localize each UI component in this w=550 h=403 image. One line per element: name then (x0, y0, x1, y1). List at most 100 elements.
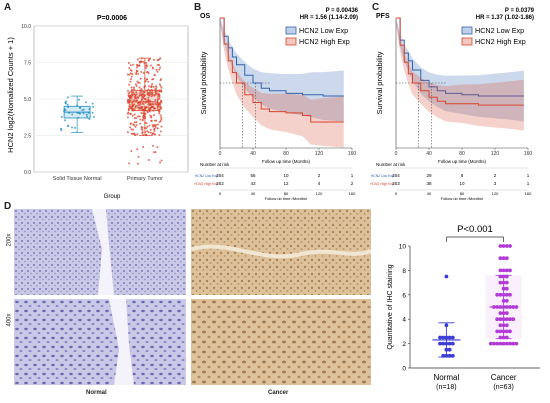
boxplot-point (143, 94, 146, 97)
boxplot-point (137, 72, 140, 75)
km-legend-label: HCN2 Low Exp (475, 26, 524, 35)
boxplot-point (132, 91, 135, 94)
scatter-point (498, 244, 503, 248)
boxplot-point (151, 144, 154, 147)
boxplot-point (146, 91, 149, 94)
scatter-point (501, 244, 506, 248)
boxplot-point (152, 124, 155, 127)
risk-table-cell: 204 (216, 173, 224, 178)
boxplot-point (152, 85, 155, 88)
risk-table-xlabel: Follow up time (Months) (441, 196, 484, 200)
boxplot-point (142, 145, 145, 148)
scatter-point (498, 323, 503, 328)
km-legend-swatch (285, 37, 297, 46)
boxplot-point (150, 95, 153, 98)
km-legend-label: HCN2 Low Exp (299, 26, 348, 35)
boxplot-point (149, 131, 152, 134)
scatter-point (508, 317, 512, 322)
scatter-ytick: 0 (402, 366, 406, 373)
boxplot-point (151, 93, 154, 96)
boxplot-point (132, 92, 135, 95)
boxplot-point (141, 126, 144, 129)
boxplot-point (159, 85, 162, 88)
boxplot-title: P=0.0006 (97, 15, 127, 22)
boxplot-point (128, 96, 131, 99)
boxplot-point (154, 133, 157, 136)
boxplot-point (126, 116, 129, 119)
risk-table-row-label: HCN2 High Exp (370, 182, 394, 186)
scatter-point (504, 244, 509, 248)
boxplot-point (153, 151, 156, 154)
km-stat-hr: HR = 1.56 (1.14-2.09) (300, 15, 358, 21)
boxplot-point (128, 83, 131, 86)
km-confidence-band (220, 18, 344, 148)
risk-table-cell: 29 (426, 173, 432, 178)
boxplot-point (146, 111, 149, 114)
scatter-point (498, 268, 503, 273)
scatter-point (495, 329, 500, 334)
boxplot-ytick: 7.5 (24, 61, 31, 67)
scatter-point (441, 335, 446, 340)
boxplot-point (136, 133, 139, 136)
risk-table-cell: 4 (318, 181, 321, 186)
boxplot-point (128, 162, 131, 165)
boxplot-point (126, 131, 129, 134)
boxplot-point (160, 86, 163, 89)
boxplot-point (142, 116, 145, 119)
boxplot-point (130, 86, 133, 89)
boxplot-point (147, 108, 150, 111)
boxplot-point (136, 95, 139, 98)
risk-table-cell: 202 (216, 181, 224, 186)
boxplot-point (140, 71, 143, 74)
boxplot-point (146, 93, 149, 96)
boxplot-point (127, 111, 130, 114)
scatter-point (504, 299, 509, 303)
risk-table-cell: 2 (494, 173, 497, 178)
boxplot-point (147, 58, 150, 61)
boxplot-point (143, 105, 146, 108)
boxplot-point (85, 113, 88, 116)
boxplot-point (128, 105, 131, 108)
boxplot-point (159, 66, 162, 69)
risk-table-cell: 10 (283, 173, 289, 178)
boxplot-point (141, 108, 144, 111)
boxplot-point (132, 123, 135, 126)
boxplot-point (159, 161, 162, 164)
boxplot-point (141, 98, 144, 101)
boxplot-point (158, 83, 161, 86)
boxplot-point (92, 115, 95, 118)
scatter-point (498, 280, 503, 285)
boxplot-point (148, 103, 151, 106)
km-xtick: 80 (459, 151, 465, 157)
km-legend-label: HCN2 High Exp (475, 37, 526, 46)
boxplot-point (155, 123, 158, 126)
scatter-point (498, 317, 503, 322)
boxplot-point (144, 121, 147, 124)
panel-label-b: B (194, 2, 202, 13)
risk-table-title: Number at risk (376, 162, 406, 167)
boxplot-ytick: 2.5 (24, 134, 31, 140)
scatter-point (504, 268, 509, 273)
boxplot-point (152, 103, 155, 106)
km-title: OS (200, 13, 210, 20)
boxplot-point (145, 61, 148, 64)
boxplot-point (133, 86, 136, 89)
risk-table-cell: 43 (250, 181, 256, 186)
boxplot-point (127, 92, 130, 95)
boxplot-point (74, 126, 77, 129)
km-legend-label: HCN2 High Exp (299, 37, 350, 46)
boxplot-point (64, 119, 67, 122)
boxplot-point (129, 80, 132, 83)
boxplot-point (135, 99, 138, 102)
boxplot-point (160, 159, 163, 162)
scatter-ytick: 10 (399, 244, 407, 251)
boxplot-point (71, 113, 74, 116)
boxplot-point (64, 101, 67, 104)
scatter-point (508, 244, 512, 248)
boxplot-point (67, 124, 70, 127)
boxplot-point (142, 60, 145, 63)
boxplot-point (138, 64, 141, 67)
scatter-point (498, 311, 503, 315)
boxplot-point (141, 106, 144, 109)
